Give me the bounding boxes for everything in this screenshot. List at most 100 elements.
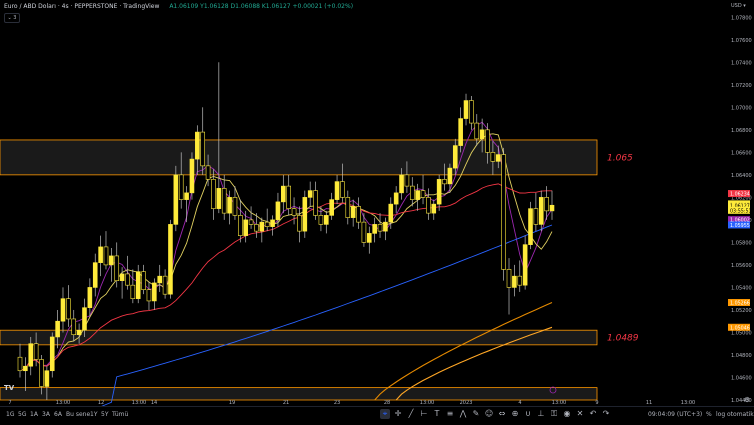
symbol-title[interactable]: Euro / ABD Doları · 4s · PEPPERSTONE · T…	[4, 3, 160, 10]
fib-icon[interactable]: ≡	[446, 409, 454, 418]
indicator-collapse-button[interactable]: ⌄ 3	[4, 13, 20, 23]
price-tick: 1.04800	[731, 353, 752, 359]
pattern-icon[interactable]: ⋀	[459, 409, 467, 418]
clock[interactable]: 09:04:09 (UTC+3)	[648, 411, 703, 418]
trash-icon[interactable]: ✕	[576, 409, 584, 418]
candle-body	[393, 192, 399, 205]
percent-toggle[interactable]: %	[706, 411, 712, 418]
zoom-icon[interactable]: ⊕	[511, 409, 519, 418]
candle-body	[259, 221, 265, 232]
candle-body	[495, 154, 501, 162]
candle-body	[522, 244, 528, 286]
horizontal-line-icon[interactable]: ⊢	[420, 409, 428, 418]
candle-body	[517, 275, 523, 286]
candle-body	[55, 320, 60, 338]
eye-icon[interactable]: ◉	[563, 409, 571, 418]
candle-body	[286, 185, 291, 209]
candle-body	[485, 129, 490, 153]
candle-body	[66, 298, 71, 320]
lock-icon[interactable]: ⚿	[550, 409, 558, 418]
price-label: 1.06234	[730, 192, 750, 198]
timeframe-1y[interactable]: 1Y	[90, 411, 98, 418]
time-tick: 13:00	[132, 400, 146, 406]
candle-body	[60, 298, 66, 322]
price-tick: 1.05000	[731, 330, 752, 336]
cursor-icon[interactable]: ⌖	[380, 409, 390, 419]
timeframe-3a[interactable]: 3A	[42, 411, 50, 418]
candle-body	[436, 179, 442, 205]
measure-icon[interactable]: ⇔	[498, 409, 506, 418]
price-tick: 1.04400	[731, 398, 752, 404]
price-tick: 1.07800	[731, 15, 752, 21]
price-tick: 1.06800	[731, 128, 752, 134]
candle-body	[334, 181, 340, 200]
timeframe-tümü[interactable]: Tümü	[112, 411, 129, 418]
price-label: 03:55:51	[730, 208, 752, 214]
text-icon[interactable]: T	[434, 409, 440, 418]
timeframe-1a[interactable]: 1A	[30, 411, 38, 418]
zone-label-upper: 1.065	[607, 153, 633, 163]
chart-header: Euro / ABD Doları · 4s · PEPPERSTONE · T…	[4, 3, 353, 10]
pin-icon[interactable]: ⊥	[537, 409, 545, 418]
price-label-bg	[728, 299, 750, 307]
auto-scale-toggle[interactable]: otomatik	[727, 411, 754, 418]
price-labels: 1.062341.061421.0612703:55:511.060021.05…	[728, 190, 752, 331]
price-tick: 1.07400	[731, 60, 752, 66]
ma-purple	[19, 121, 553, 372]
candle-body	[211, 179, 216, 209]
magnet-icon[interactable]: ∪	[525, 409, 531, 418]
currency-selector[interactable]: USD ▾	[731, 3, 746, 9]
candle-body	[366, 233, 372, 243]
zone-box	[0, 387, 598, 401]
candle-layer	[17, 62, 555, 400]
price-label-bg	[728, 206, 750, 214]
timeframe-6a[interactable]: 6A	[54, 411, 62, 418]
time-tick: 23	[334, 400, 340, 406]
candle-body	[39, 359, 44, 387]
candle-body	[248, 219, 254, 225]
candle-body	[426, 197, 431, 214]
timeframe-1g[interactable]: 1G	[6, 411, 15, 418]
gear-icon[interactable]: ⚙	[744, 396, 751, 404]
time-tick: 14	[151, 400, 157, 406]
timeframe-bu-sene[interactable]: Bu sene	[66, 411, 91, 418]
candle-body	[350, 206, 356, 218]
candle-body	[506, 269, 512, 288]
candle-body	[152, 282, 157, 302]
crosshair-icon[interactable]: ✛	[394, 409, 402, 418]
brush-icon[interactable]: ✎	[472, 409, 480, 418]
candle-body	[141, 271, 146, 290]
time-tick: 28	[384, 400, 390, 406]
zone-label-lower: 1.0489	[607, 334, 639, 344]
redo-icon[interactable]: ↷	[602, 409, 610, 418]
time-tick: 2023	[460, 400, 473, 406]
price-tick: 1.07600	[731, 38, 752, 44]
candle-body	[388, 203, 394, 223]
candle-body	[254, 224, 259, 232]
emoji-icon[interactable]: ☺	[484, 409, 494, 418]
candle-body	[184, 192, 189, 200]
timeframe-5g[interactable]: 5G	[18, 411, 27, 418]
price-label: 1.06002	[730, 218, 750, 224]
timeframe-5y[interactable]: 5Y	[101, 411, 109, 418]
candle-body	[28, 343, 34, 367]
candle-body	[173, 174, 179, 225]
candle-body	[76, 329, 82, 336]
candle-body	[227, 197, 232, 214]
log-toggle[interactable]: log	[716, 411, 726, 418]
ma-yellow	[19, 133, 553, 372]
candle-body	[409, 185, 415, 200]
candle-body	[512, 275, 517, 288]
undo-icon[interactable]: ↶	[589, 409, 597, 418]
candle-body	[157, 275, 163, 284]
candle-body	[162, 275, 168, 295]
price-tick: 1.04600	[731, 375, 752, 381]
time-tick: 13:00	[552, 400, 566, 406]
candle-body	[447, 167, 453, 185]
price-tick: 1.05200	[731, 308, 752, 314]
price-label-bg	[728, 323, 750, 331]
trendline-icon[interactable]: ╱	[408, 409, 414, 418]
tradingview-logo: TV	[4, 384, 15, 392]
candle-body	[135, 271, 141, 299]
